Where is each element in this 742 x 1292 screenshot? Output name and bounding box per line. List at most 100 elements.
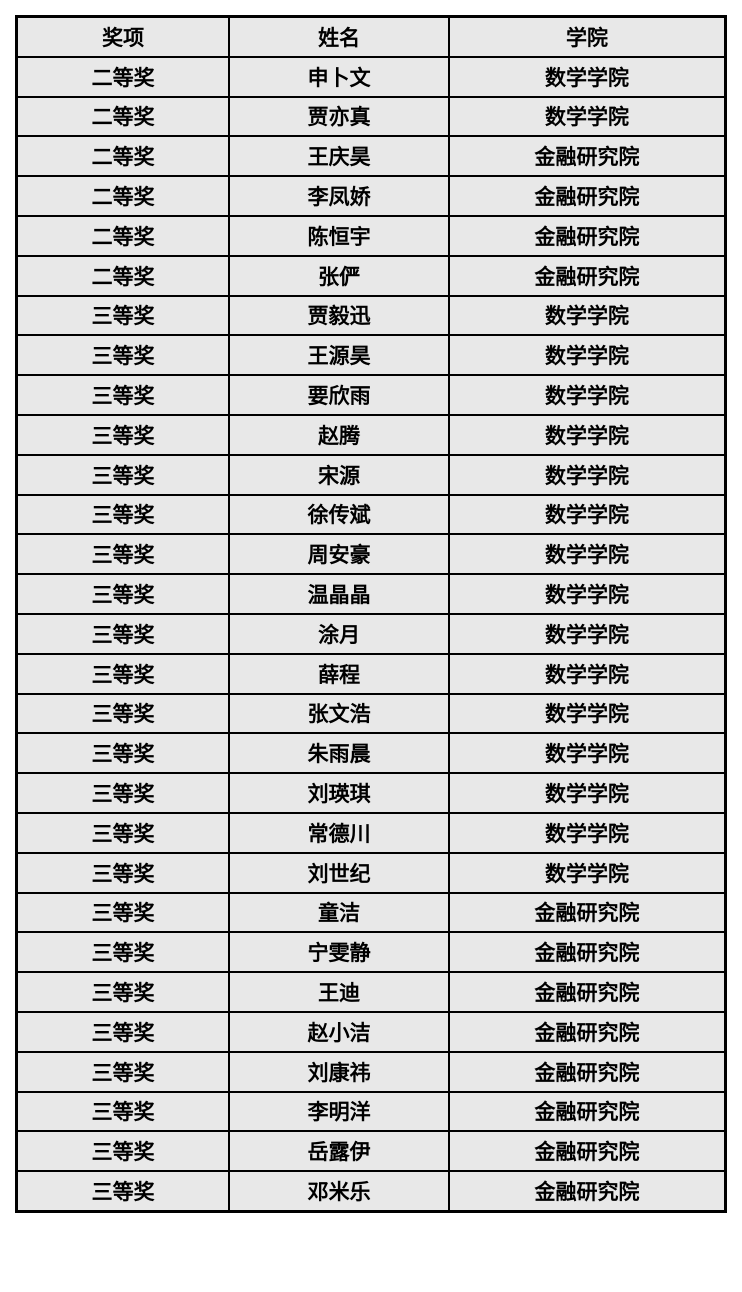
name-cell: 要欣雨 — [228, 374, 450, 416]
name-cell: 王源昊 — [228, 334, 450, 377]
award-cell: 三等奖 — [15, 453, 231, 496]
table-row: 三等奖 贾毅迅 数学学院 — [15, 294, 727, 337]
award-cell: 三等奖 — [15, 772, 231, 814]
award-cell: 三等奖 — [15, 1010, 231, 1053]
college-cell: 数学学院 — [447, 772, 727, 814]
table-row: 三等奖 温晶晶 数学学院 — [15, 573, 727, 615]
award-cell: 三等奖 — [15, 573, 231, 615]
name-cell: 贾毅迅 — [228, 294, 450, 337]
college-cell: 数学学院 — [447, 652, 727, 695]
award-cell: 三等奖 — [15, 692, 231, 735]
award-cell: 三等奖 — [15, 1050, 231, 1093]
name-cell: 赵腾 — [228, 413, 450, 456]
award-cell: 三等奖 — [15, 493, 231, 536]
table-row: 二等奖 李凤娇 金融研究院 — [15, 175, 727, 217]
award-cell: 三等奖 — [15, 732, 231, 775]
award-cell: 三等奖 — [15, 851, 231, 894]
table-row: 二等奖 申卜文 数学学院 — [15, 55, 727, 98]
college-cell: 金融研究院 — [447, 254, 727, 297]
award-cell: 三等奖 — [15, 891, 231, 934]
college-cell: 金融研究院 — [447, 1010, 727, 1053]
name-cell: 刘世纪 — [228, 851, 450, 894]
award-cell: 三等奖 — [15, 971, 231, 1013]
college-cell: 数学学院 — [447, 95, 727, 138]
college-cell: 金融研究院 — [447, 891, 727, 934]
award-cell: 三等奖 — [15, 294, 231, 337]
college-cell: 数学学院 — [447, 55, 727, 98]
table-row: 三等奖 周安豪 数学学院 — [15, 533, 727, 576]
table-row: 三等奖 刘世纪 数学学院 — [15, 851, 727, 894]
table-row: 三等奖 常德川 数学学院 — [15, 811, 727, 854]
table-row: 三等奖 李明洋 金融研究院 — [15, 1090, 727, 1133]
name-cell: 徐传斌 — [228, 493, 450, 536]
name-cell: 王迪 — [228, 971, 450, 1013]
table-row: 三等奖 邓米乐 金融研究院 — [15, 1170, 727, 1213]
college-cell: 金融研究院 — [447, 931, 727, 974]
college-cell: 金融研究院 — [447, 1130, 727, 1173]
table-row: 三等奖 童洁 金融研究院 — [15, 891, 727, 934]
award-cell: 三等奖 — [15, 1130, 231, 1173]
table-row: 三等奖 薛程 数学学院 — [15, 652, 727, 695]
table-row: 三等奖 徐传斌 数学学院 — [15, 493, 727, 536]
table-row: 二等奖 张俨 金融研究院 — [15, 254, 727, 297]
name-cell: 李明洋 — [228, 1090, 450, 1133]
award-cell: 二等奖 — [15, 95, 231, 138]
award-cell: 二等奖 — [15, 175, 231, 217]
college-cell: 数学学院 — [447, 493, 727, 536]
award-cell: 三等奖 — [15, 931, 231, 974]
table-row: 三等奖 刘康祎 金融研究院 — [15, 1050, 727, 1093]
header-row: 奖项 姓名 学院 — [15, 15, 727, 58]
college-cell: 数学学院 — [447, 732, 727, 775]
table-row: 二等奖 王庆昊 金融研究院 — [15, 135, 727, 178]
name-cell: 张文浩 — [228, 692, 450, 735]
name-cell: 赵小洁 — [228, 1010, 450, 1053]
award-cell: 三等奖 — [15, 1090, 231, 1133]
award-cell: 三等奖 — [15, 612, 231, 655]
table-row: 三等奖 张文浩 数学学院 — [15, 692, 727, 735]
college-cell: 数学学院 — [447, 612, 727, 655]
table-body: 二等奖 申卜文 数学学院 二等奖 贾亦真 数学学院 二等奖 王庆昊 金融研究院 二等奖 李凤娇 金融研… — [15, 55, 727, 1213]
award-cell: 二等奖 — [15, 135, 231, 178]
college-cell: 数学学院 — [447, 851, 727, 894]
name-cell: 常德川 — [228, 811, 450, 854]
college-cell: 数学学院 — [447, 334, 727, 377]
name-cell: 张俨 — [228, 254, 450, 297]
award-cell: 三等奖 — [15, 1170, 231, 1213]
name-cell: 岳露伊 — [228, 1130, 450, 1173]
college-cell: 数学学院 — [447, 692, 727, 735]
college-cell: 金融研究院 — [447, 175, 727, 217]
table-row: 三等奖 涂月 数学学院 — [15, 612, 727, 655]
name-cell: 刘康祎 — [228, 1050, 450, 1093]
table-row: 三等奖 赵小洁 金融研究院 — [15, 1010, 727, 1053]
name-cell: 王庆昊 — [228, 135, 450, 178]
award-cell: 三等奖 — [15, 334, 231, 377]
name-cell: 宁雯静 — [228, 931, 450, 974]
awards-table: 奖项 姓名 学院 二等奖 申卜文 数学学院 二等奖 贾亦真 数学学院 二等奖 王庆昊 金融研究院… — [15, 15, 727, 1213]
award-cell: 二等奖 — [15, 254, 231, 297]
award-cell: 三等奖 — [15, 374, 231, 416]
header-name: 姓名 — [228, 15, 450, 58]
award-cell: 三等奖 — [15, 533, 231, 576]
name-cell: 温晶晶 — [228, 573, 450, 615]
college-cell: 数学学院 — [447, 573, 727, 615]
table-row: 三等奖 宁雯静 金融研究院 — [15, 931, 727, 974]
name-cell: 周安豪 — [228, 533, 450, 576]
table-row: 二等奖 陈恒宇 金融研究院 — [15, 214, 727, 257]
table-row: 三等奖 要欣雨 数学学院 — [15, 374, 727, 416]
table-row: 三等奖 王迪 金融研究院 — [15, 971, 727, 1013]
award-cell: 三等奖 — [15, 413, 231, 456]
name-cell: 宋源 — [228, 453, 450, 496]
table-row: 三等奖 朱雨晨 数学学院 — [15, 732, 727, 775]
college-cell: 数学学院 — [447, 374, 727, 416]
award-cell: 三等奖 — [15, 811, 231, 854]
table-row: 三等奖 宋源 数学学院 — [15, 453, 727, 496]
college-cell: 金融研究院 — [447, 135, 727, 178]
college-cell: 金融研究院 — [447, 1090, 727, 1133]
name-cell: 涂月 — [228, 612, 450, 655]
name-cell: 申卜文 — [228, 55, 450, 98]
award-cell: 三等奖 — [15, 652, 231, 695]
college-cell: 金融研究院 — [447, 971, 727, 1013]
college-cell: 数学学院 — [447, 453, 727, 496]
name-cell: 邓米乐 — [228, 1170, 450, 1213]
